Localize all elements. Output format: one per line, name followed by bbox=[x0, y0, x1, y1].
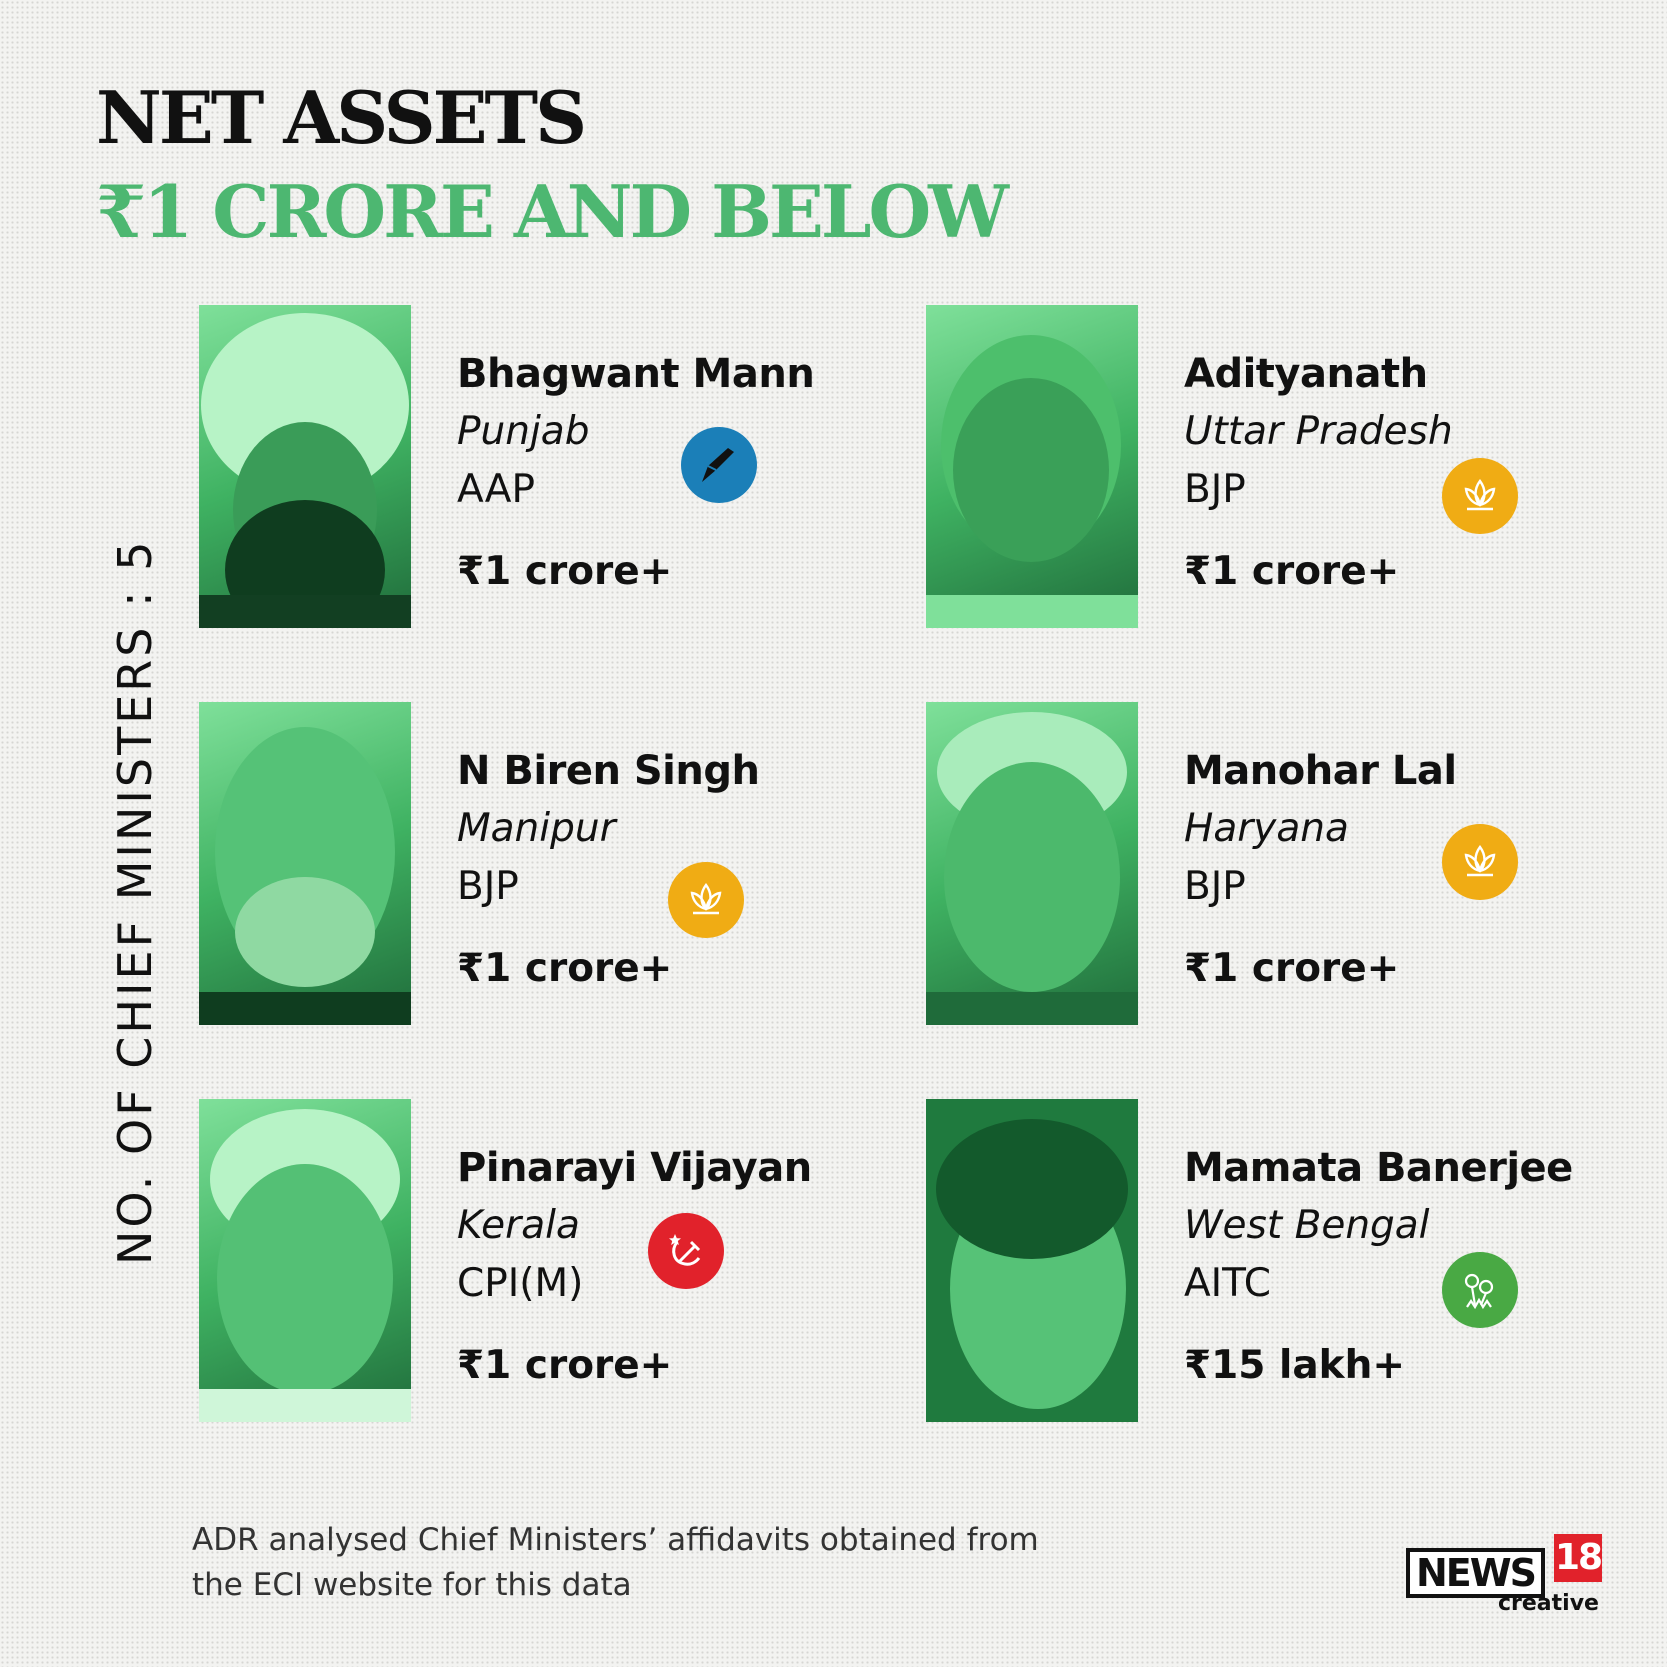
hammer-sickle-icon bbox=[648, 1213, 724, 1289]
flowers-grass-icon bbox=[1442, 1252, 1518, 1328]
minister-state: Punjab bbox=[457, 409, 590, 454]
minister-card-pinarayi-vijayan: Pinarayi Vijayan Kerala CPI(M) ₹1 crore+ bbox=[199, 1099, 899, 1424]
lotus-icon bbox=[668, 862, 744, 938]
minister-assets: ₹1 crore+ bbox=[457, 946, 673, 991]
news18-logo: NEWS 18 creative bbox=[1406, 1534, 1606, 1616]
minister-card-manohar-lal: Manohar Lal Haryana BJP ₹1 crore+ bbox=[926, 702, 1626, 1027]
minister-assets: ₹1 crore+ bbox=[1184, 946, 1400, 991]
minister-state: Uttar Pradesh bbox=[1184, 409, 1453, 454]
broom-icon bbox=[681, 427, 757, 503]
logo-number: 18 bbox=[1554, 1534, 1603, 1582]
minister-count-label: NO. OF CHIEF MINISTERS : 5 bbox=[108, 538, 162, 1265]
minister-state: Manipur bbox=[457, 806, 616, 851]
minister-assets: ₹1 crore+ bbox=[457, 549, 673, 594]
minister-card-n-biren-singh: N Biren Singh Manipur BJP ₹1 crore+ bbox=[199, 702, 899, 1027]
minister-party: BJP bbox=[1184, 864, 1246, 909]
minister-name: Bhagwant Mann bbox=[457, 351, 815, 397]
minister-assets: ₹1 crore+ bbox=[457, 1343, 673, 1388]
logo-news-text: NEWS bbox=[1406, 1548, 1546, 1598]
minister-state: Kerala bbox=[457, 1203, 580, 1248]
minister-state: West Bengal bbox=[1184, 1203, 1430, 1248]
minister-photo bbox=[199, 1099, 411, 1422]
minister-name: Pinarayi Vijayan bbox=[457, 1145, 812, 1191]
minister-photo bbox=[926, 1099, 1138, 1422]
minister-name: Mamata Banerjee bbox=[1184, 1145, 1573, 1191]
page-subtitle: ₹1 CRORE AND BELOW bbox=[96, 169, 1009, 254]
minister-card-mamata-banerjee: Mamata Banerjee West Bengal AITC ₹15 lak… bbox=[926, 1099, 1626, 1424]
minister-assets: ₹15 lakh+ bbox=[1184, 1343, 1406, 1388]
minister-assets: ₹1 crore+ bbox=[1184, 549, 1400, 594]
minister-name: N Biren Singh bbox=[457, 748, 760, 794]
minister-party: AITC bbox=[1184, 1261, 1271, 1306]
minister-card-adityanath: Adityanath Uttar Pradesh BJP ₹1 crore+ bbox=[926, 305, 1626, 630]
page-title: NET ASSETS bbox=[96, 75, 587, 160]
source-footnote: ADR analysed Chief Ministers’ affidavits… bbox=[192, 1522, 1039, 1603]
lotus-icon bbox=[1442, 458, 1518, 534]
minister-party: BJP bbox=[457, 864, 519, 909]
minister-name: Adityanath bbox=[1184, 351, 1428, 397]
lotus-icon bbox=[1442, 824, 1518, 900]
minister-party: AAP bbox=[457, 467, 535, 512]
logo-tagline: creative bbox=[1498, 1591, 1599, 1616]
minister-photo bbox=[926, 702, 1138, 1025]
minister-party: CPI(M) bbox=[457, 1261, 584, 1306]
minister-name: Manohar Lal bbox=[1184, 748, 1457, 794]
minister-photo bbox=[199, 305, 411, 628]
minister-photo bbox=[199, 702, 411, 1025]
minister-state: Haryana bbox=[1184, 806, 1349, 851]
minister-card-bhagwant-mann: Bhagwant Mann Punjab AAP ₹1 crore+ bbox=[199, 305, 899, 630]
minister-photo bbox=[926, 305, 1138, 628]
minister-party: BJP bbox=[1184, 467, 1246, 512]
